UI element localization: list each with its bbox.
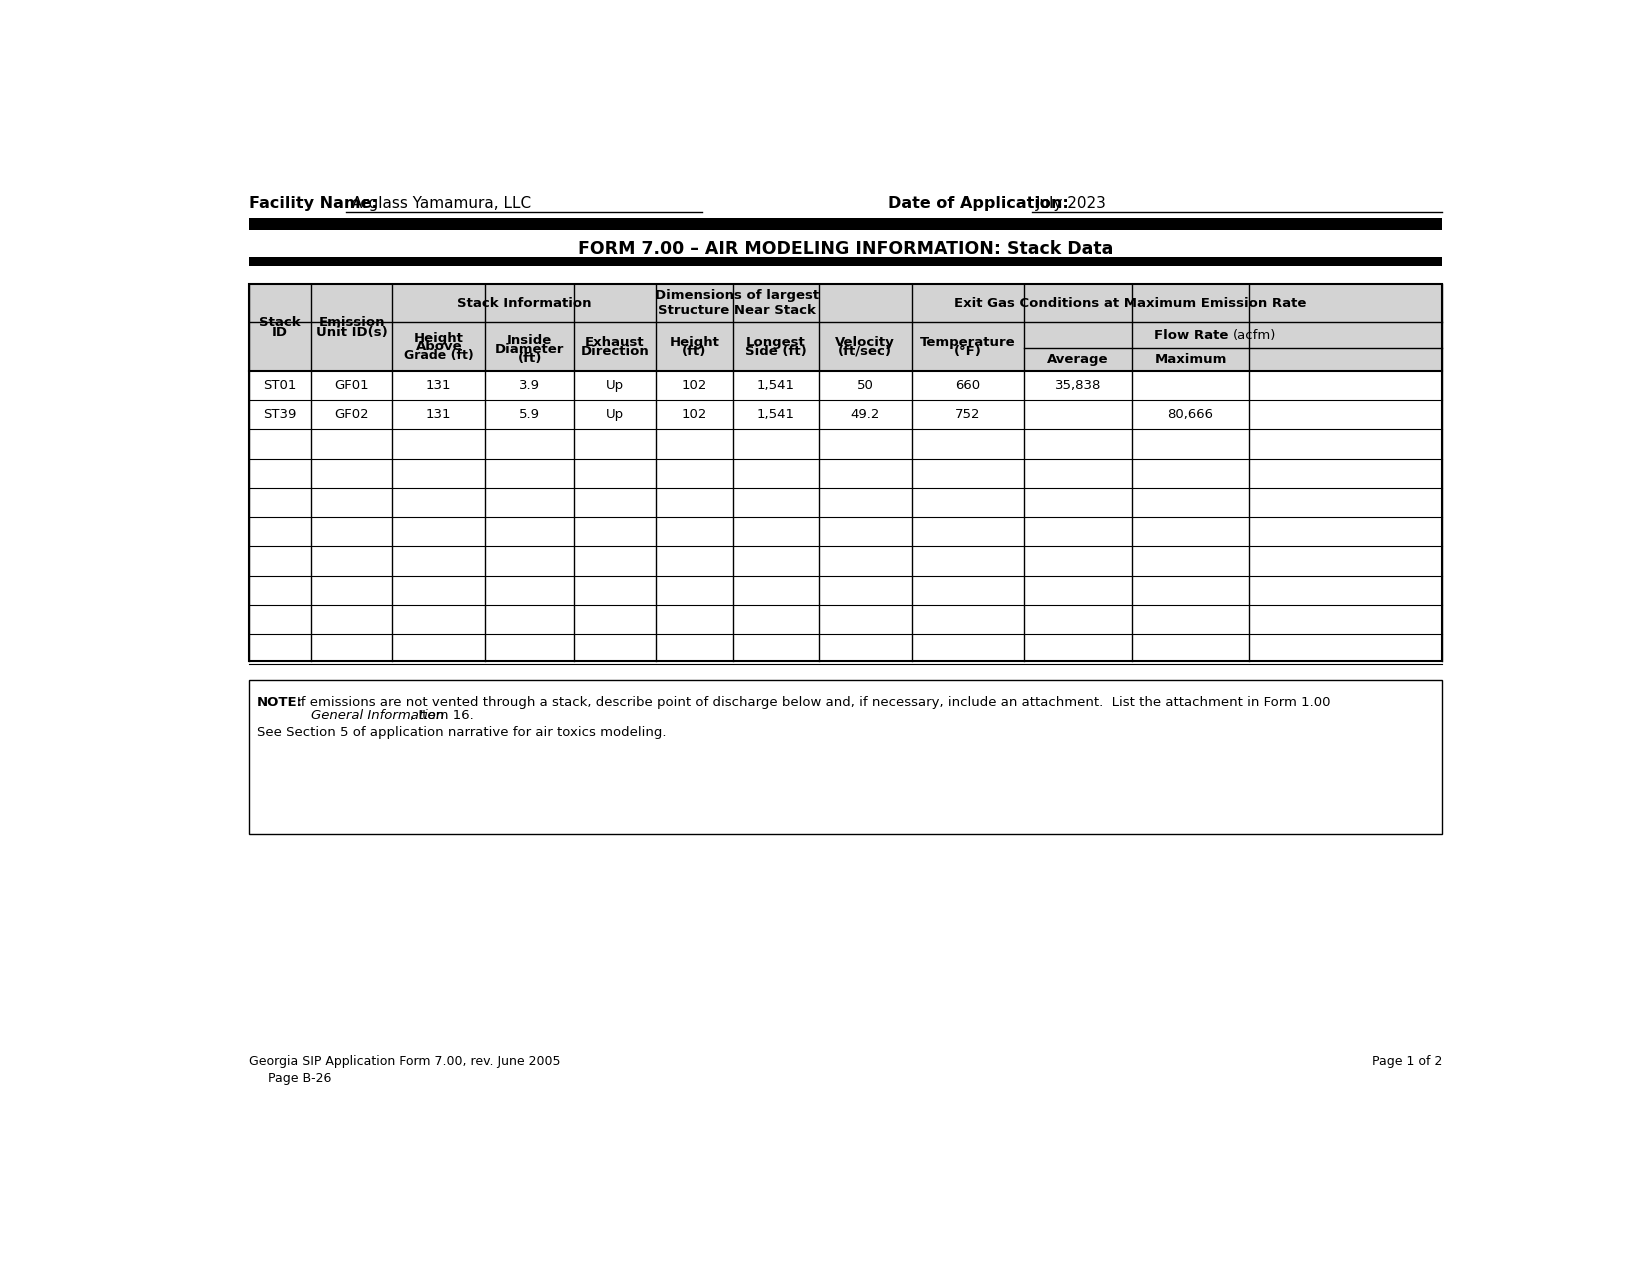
Text: Stack: Stack [259,315,300,329]
Text: GF02: GF02 [335,408,370,421]
Text: 80,666: 80,666 [1168,408,1213,421]
Text: Above: Above [416,340,462,353]
Bar [249,258,1442,266]
Text: 131: 131 [426,408,452,421]
Bar [249,284,1442,662]
Text: GF01: GF01 [335,379,370,391]
Text: See Section 5 of application narrative for air toxics modeling.: See Section 5 of application narrative f… [257,725,667,739]
Text: Direction: Direction [581,344,650,358]
Bar [249,371,1442,662]
Bar [249,681,1442,834]
Text: July 2023: July 2023 [1036,195,1107,210]
Text: ST39: ST39 [264,408,297,421]
Text: FORM 7.00 – AIR MODELING INFORMATION: Stack Data: FORM 7.00 – AIR MODELING INFORMATION: St… [578,240,1114,259]
Text: Velocity: Velocity [835,335,894,348]
Text: Georgia SIP Application Form 7.00, rev. June 2005: Georgia SIP Application Form 7.00, rev. … [249,1056,561,1068]
Text: Flow Rate: Flow Rate [1153,329,1233,342]
Text: Height: Height [670,335,719,348]
Text: 3.9: 3.9 [520,379,540,391]
Text: Side (ft): Side (ft) [746,344,807,358]
Text: 1,541: 1,541 [757,379,795,391]
Text: Facility Name:: Facility Name: [249,195,378,210]
Text: Page B-26: Page B-26 [267,1072,332,1085]
Text: (°F): (°F) [954,344,982,358]
Text: If emissions are not vented through a stack, describe point of discharge below a: If emissions are not vented through a st… [297,696,1330,709]
Text: Dimensions of largest
Structure Near Stack: Dimensions of largest Structure Near Sta… [655,289,818,317]
Text: NOTE:: NOTE: [257,696,302,709]
Text: Emission: Emission [318,315,384,329]
Text: 660: 660 [955,379,980,391]
Text: Exhaust: Exhaust [586,335,645,348]
Text: 102: 102 [681,379,708,391]
Text: Exit Gas Conditions at Maximum Emission Rate: Exit Gas Conditions at Maximum Emission … [954,297,1307,310]
Text: (ft/sec): (ft/sec) [838,344,893,358]
Text: General Information: General Information [310,709,444,722]
Text: Diameter: Diameter [495,343,564,356]
Text: Unit ID(s): Unit ID(s) [315,326,388,339]
Bar [249,284,1442,371]
Text: 49.2: 49.2 [850,408,879,421]
Text: 131: 131 [426,379,452,391]
Text: Date of Application:: Date of Application: [888,195,1069,210]
Text: 50: 50 [856,379,873,391]
Text: Arglass Yamamura, LLC: Arglass Yamamura, LLC [351,195,531,210]
Text: (ft): (ft) [683,344,706,358]
Text: , Item 16.: , Item 16. [411,709,474,722]
Text: Average: Average [1048,353,1109,366]
Text: Maximum: Maximum [1155,353,1226,366]
Text: Temperature: Temperature [921,335,1015,348]
Text: 102: 102 [681,408,708,421]
Text: Height: Height [414,332,464,344]
Text: Inside: Inside [507,334,553,347]
Text: ST01: ST01 [264,379,297,391]
Text: Longest: Longest [746,335,805,348]
Text: ID: ID [272,326,287,339]
Text: (ft): (ft) [518,352,541,366]
Bar [249,218,1442,229]
Text: Up: Up [606,408,624,421]
Text: 5.9: 5.9 [520,408,540,421]
Text: Grade (ft): Grade (ft) [404,348,474,362]
Text: 752: 752 [955,408,980,421]
Text: Page 1 of 2: Page 1 of 2 [1373,1056,1442,1068]
Text: 35,838: 35,838 [1054,379,1101,391]
Text: Stack Information: Stack Information [457,297,591,310]
Text: Up: Up [606,379,624,391]
Text: 1,541: 1,541 [757,408,795,421]
Text: (acfm): (acfm) [1233,329,1277,342]
